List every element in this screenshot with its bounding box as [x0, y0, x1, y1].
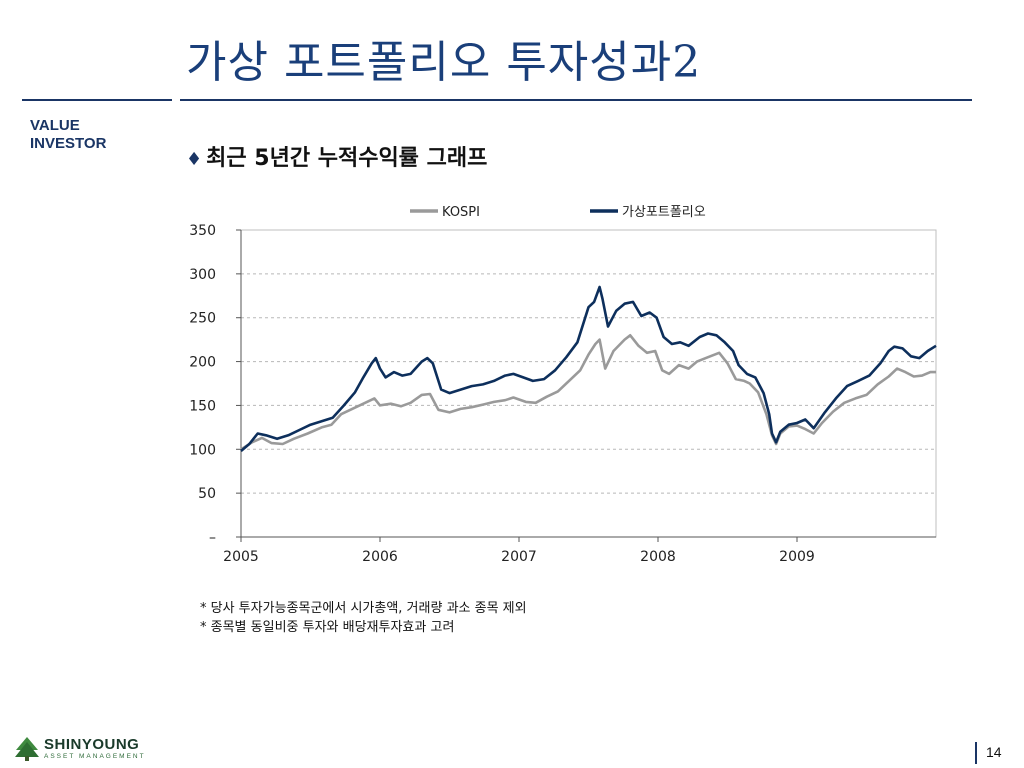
- footnote-1: * 당사 투자가능종목군에서 시가총액, 거래량 과소 종목 제외: [200, 601, 527, 616]
- y-tick-label: 150: [189, 398, 216, 414]
- subtitle-text: 최근 5년간 누적수익률 그래프: [206, 146, 488, 171]
- brand-line-investor: INVESTOR: [30, 135, 107, 152]
- x-tick-label: 2009: [779, 549, 815, 565]
- x-tick-label: 2006: [362, 549, 398, 565]
- brand-line-value: VALUE: [30, 117, 80, 134]
- series-line-kospi: [240, 334, 936, 451]
- y-tick-label: 350: [189, 223, 216, 239]
- brand-tagline: VALUE INVESTOR: [30, 117, 106, 153]
- x-tick-label: 2005: [223, 549, 259, 565]
- footnote-2: * 종목별 동일비중 투자와 배당재투자효과 고려: [200, 620, 455, 635]
- y-tick-label: 50: [198, 486, 216, 502]
- y-tick-label: 100: [189, 442, 216, 458]
- company-logo: SHINYOUNG ASSET MANAGEMENT: [44, 737, 146, 761]
- y-tick-label: 300: [189, 267, 216, 283]
- plot-area: [240, 229, 937, 538]
- y-tick-label: –: [209, 530, 216, 546]
- page-number: 14: [986, 744, 1002, 760]
- logo-subtitle: ASSET MANAGEMENT: [44, 753, 146, 760]
- company-logo-icon: [15, 737, 39, 761]
- page-number-bar: [975, 742, 977, 764]
- y-tick-label: 250: [189, 311, 216, 327]
- y-tick-label: 200: [189, 355, 216, 371]
- x-tick-label: 2007: [501, 549, 537, 565]
- legend-label: 가상포트폴리오: [622, 205, 706, 220]
- slide-title: 가상 포트폴리오 투자성과2: [186, 37, 702, 88]
- header-rule-right: [180, 99, 972, 101]
- x-tick-label: 2008: [640, 549, 676, 565]
- footnotes: * 당사 투자가능종목군에서 시가총액, 거래량 과소 종목 제외 * 종목별 …: [200, 599, 527, 637]
- logo-name: SHINYOUNG: [44, 736, 140, 753]
- diamond-bullet-icon: ♦: [186, 149, 203, 170]
- cumulative-return-chart: – 50 100 150 200 250 300 350 2005 2006 2007 2008 200…: [189, 205, 937, 565]
- series-line-portfolio: [240, 285, 937, 452]
- section-subtitle: ♦ 최근 5년간 누적수익률 그래프: [186, 140, 487, 172]
- legend-label: KOSPI: [442, 205, 480, 220]
- header-rule-left: [22, 99, 172, 101]
